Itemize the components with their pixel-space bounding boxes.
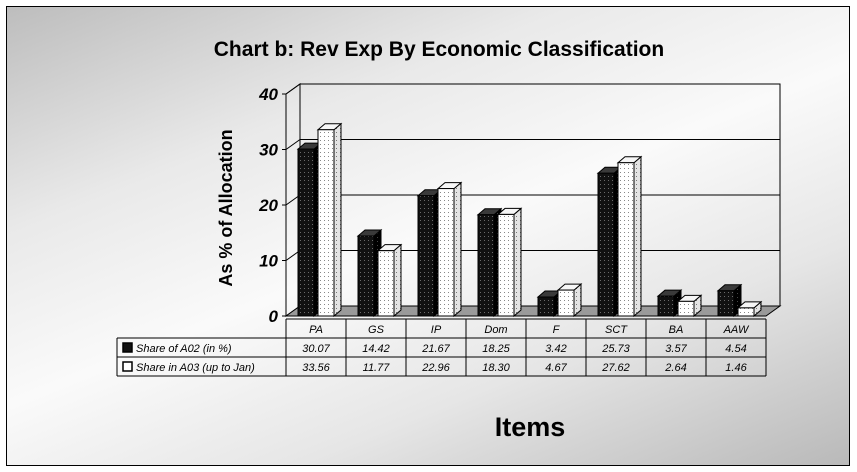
- chart-canvas: Chart b: Rev Exp By Economic Classificat…: [116, 38, 782, 442]
- category-label: Dom: [484, 324, 507, 336]
- category-label: PA: [309, 324, 323, 336]
- bar-front: [557, 289, 575, 317]
- x-axis-label: Items: [495, 412, 566, 442]
- bar-front: [537, 296, 555, 317]
- bar: [736, 300, 763, 318]
- bar: [316, 122, 343, 318]
- category-label: BA: [669, 324, 684, 336]
- data-label: 33.56: [302, 362, 330, 374]
- bar: [496, 207, 523, 318]
- bar-side: [633, 155, 642, 318]
- legend-key: [122, 342, 133, 353]
- data-label: 18.25: [482, 343, 510, 355]
- y-tick-label: 20: [258, 196, 278, 215]
- bar-front: [437, 188, 455, 317]
- bar-front: [377, 250, 395, 317]
- y-axis-label: As % of Allocation: [216, 129, 236, 286]
- chart-title: Chart b: Rev Exp By Economic Classificat…: [214, 38, 664, 61]
- bar-front: [317, 129, 335, 317]
- data-label: 1.46: [725, 362, 747, 374]
- bars: [296, 122, 763, 318]
- category-label: F: [553, 324, 561, 336]
- bar: [616, 155, 643, 318]
- bar: [676, 294, 703, 318]
- data-label: 2.64: [664, 362, 686, 374]
- bar-front: [417, 195, 435, 317]
- legend-key: [122, 361, 133, 372]
- bar-front: [657, 295, 675, 317]
- data-label: 18.30: [482, 362, 510, 374]
- data-label: 25.73: [601, 343, 630, 355]
- y-tick-label: 40: [258, 85, 278, 104]
- data-label: 21.67: [421, 343, 450, 355]
- data-label: 4.67: [545, 362, 567, 374]
- bar-front: [297, 148, 315, 317]
- category-label: IP: [431, 324, 442, 336]
- bar-front: [717, 290, 735, 317]
- bar: [376, 243, 403, 318]
- bar-front: [737, 307, 755, 317]
- category-label: SCT: [605, 324, 628, 336]
- category-label: GS: [368, 324, 385, 336]
- data-table: PA GS IP Dom F SCT BA AAW Share of A02 (in %) 30.…: [116, 318, 767, 377]
- data-label: 30.07: [302, 343, 330, 355]
- gridline-side: [285, 139, 301, 150]
- data-label: 14.42: [362, 343, 390, 355]
- bar-side: [333, 122, 342, 318]
- legend-label: Share of A02 (in %): [136, 343, 232, 355]
- y-tick-label: 30: [259, 141, 278, 160]
- data-label: 3.57: [665, 343, 687, 355]
- data-label: 3.42: [545, 343, 566, 355]
- bar-front: [617, 162, 635, 317]
- gridline-side: [285, 83, 301, 95]
- bar-front: [357, 235, 375, 317]
- bar-side: [393, 243, 402, 318]
- bar-front: [477, 214, 495, 317]
- data-label: 4.54: [725, 343, 746, 355]
- bar-front: [497, 213, 515, 317]
- bar-front: [597, 172, 615, 317]
- data-label: 27.62: [601, 362, 630, 374]
- y-tick-label: 10: [259, 252, 278, 271]
- legend-label: Share in A03 (up to Jan): [136, 362, 255, 374]
- bar: [436, 181, 463, 318]
- bar-side: [453, 181, 462, 318]
- data-label: 22.96: [421, 362, 450, 374]
- bar-side: [513, 207, 522, 318]
- chart-frame: Chart b: Rev Exp By Economic Classificat…: [6, 6, 850, 466]
- data-label: 11.77: [363, 362, 391, 374]
- bar-front: [677, 300, 695, 317]
- y-tick-label: 0: [269, 307, 279, 326]
- bar: [556, 282, 583, 318]
- category-label: AAW: [723, 324, 750, 336]
